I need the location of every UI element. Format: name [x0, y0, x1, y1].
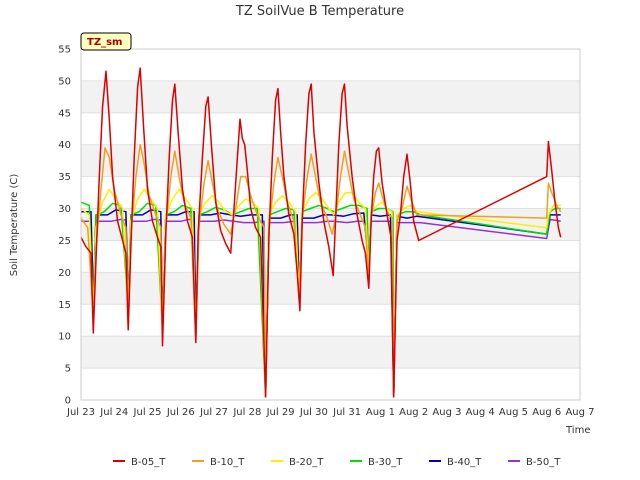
x-tick-label: Jul 26 — [166, 407, 195, 418]
plot-background — [81, 49, 580, 400]
y-tick-label: 55 — [58, 45, 71, 56]
band-stripe — [81, 336, 580, 369]
band-stripe — [81, 272, 580, 305]
x-tick-label: Jul 31 — [332, 407, 361, 418]
y-axis-label: Soil Temperature (C) — [9, 174, 20, 277]
band-stripe — [81, 208, 580, 241]
x-axis-ticks: Jul 23 Jul 24 Jul 25 Jul 26 Jul 27 Jul 28 Jul … — [66, 407, 595, 418]
x-tick-label: Aug 1 — [366, 407, 395, 418]
y-tick-label: 20 — [58, 268, 71, 279]
y-tick-label: 25 — [58, 236, 71, 247]
legend-label: B-20_T — [289, 457, 324, 468]
x-tick-label: Jul 23 — [66, 407, 95, 418]
x-tick-label: Jul 24 — [99, 407, 128, 418]
legend-label: B-10_T — [210, 457, 245, 468]
badge-box — [80, 32, 132, 51]
x-axis-label: Time — [565, 425, 590, 436]
badge-label: TZ_sm — [87, 37, 122, 48]
x-tick-label: Aug 2 — [399, 407, 428, 418]
y-tick-label: 10 — [58, 332, 71, 343]
badge: TZ_sm — [80, 32, 132, 51]
x-tick-label: Jul 27 — [199, 407, 228, 418]
band-stripe — [81, 144, 580, 177]
x-tick-label: Jul 29 — [266, 407, 295, 418]
y-tick-label: 5 — [65, 364, 71, 375]
series-line-b-05-t — [80, 67, 562, 398]
chart-title: TZ SoilVue B Temperature — [235, 4, 404, 19]
legend-label: B-40_T — [447, 457, 482, 468]
x-tick-label: Aug 7 — [565, 407, 594, 418]
legend: B-05_T B-10_T B-20_T B-30_T B-40_T B-50_T — [113, 457, 561, 468]
x-tick-label: Jul 28 — [232, 407, 261, 418]
series-lines — [80, 67, 562, 398]
x-tick-label: Jul 30 — [299, 407, 328, 418]
legend-label: B-05_T — [131, 457, 166, 468]
y-tick-label: 35 — [58, 172, 71, 183]
x-tick-label: Aug 5 — [499, 407, 528, 418]
legend-label: B-50_T — [526, 457, 561, 468]
plot-border — [80, 48, 581, 401]
y-tick-label: 30 — [58, 204, 71, 215]
y-tick-label: 50 — [58, 76, 71, 87]
band-stripe — [81, 80, 580, 113]
y-tick-label: 15 — [58, 300, 71, 311]
legend-label: B-30_T — [368, 457, 403, 468]
x-tick-label: Jul 25 — [133, 407, 162, 418]
y-tick-label: 45 — [58, 108, 71, 119]
y-tick-label: 40 — [58, 140, 71, 151]
x-tick-label: Aug 6 — [532, 407, 561, 418]
y-axis-ticks: 0 5 10 15 20 25 30 35 40 45 50 55 — [58, 45, 71, 407]
x-tick-label: Aug 4 — [466, 407, 495, 418]
x-tick-label: Aug 3 — [432, 407, 461, 418]
y-tick-label: 0 — [65, 396, 71, 407]
